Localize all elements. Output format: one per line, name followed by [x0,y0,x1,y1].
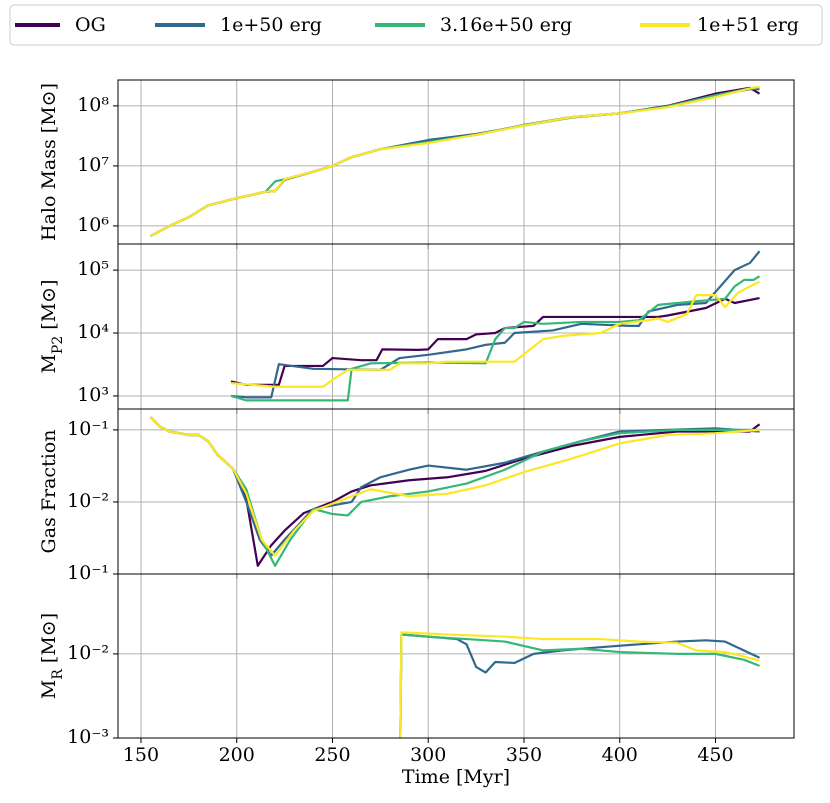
x-tick-label: 350 [506,744,542,766]
series-line [149,416,760,557]
series-line [150,86,761,237]
y-axis-label-part: Halo Mass [M⊙] [38,83,60,241]
y-axis-label-part: M [38,354,60,373]
axes-frame [117,79,795,245]
y-tick-label: 10⁻¹ [67,562,109,584]
x-tick-label: 450 [697,744,733,766]
y-axis-label-part: M [38,680,60,699]
series-line [230,250,761,399]
plot-area [230,250,761,402]
legend-label: OG [75,14,106,36]
series-line [230,275,761,402]
x-tick-label: 200 [219,744,255,766]
legend-label: 3.16e+50 erg [440,14,572,36]
y-tick-label: 10⁻² [67,642,109,664]
y-axis-label-part: [M⊙] [38,613,60,669]
y-axis-label-part: R [50,669,66,680]
y-tick-label: 10⁻³ [67,726,109,748]
legend-label: 1e+50 erg [220,14,322,36]
series-line [399,633,760,738]
y-tick-label: 10⁻² [67,490,109,512]
y-axis-label-part: [M⊙] [38,279,60,335]
y-tick-label: 10⁻¹ [67,418,109,440]
series-line [230,280,761,388]
y-axis-label-part: Gas Fraction [38,430,60,554]
y-axis-label: Halo Mass [M⊙] [38,83,60,241]
plot-area [399,631,760,738]
y-tick-label: 10⁵ [77,258,109,280]
y-axis-label: MR [M⊙] [38,613,66,699]
series-line [150,86,760,237]
legend-label: 1e+51 erg [697,14,799,36]
y-axis-label: Gas Fraction [38,430,60,554]
y-tick-label: 10⁶ [77,214,109,236]
series-line [399,631,760,738]
x-tick-label: 300 [410,744,446,766]
x-tick-label: 250 [314,744,350,766]
y-tick-label: 10³ [77,384,109,406]
plot-area [150,85,761,237]
axes-frame [117,573,795,739]
x-tick-label: 150 [123,744,159,766]
series-line [230,296,760,386]
axes-frame [117,243,795,410]
y-tick-label: 10⁷ [77,154,109,176]
plot-area [149,416,761,567]
y-axis-label: MP2 [M⊙] [38,279,66,373]
y-tick-label: 10⁸ [77,94,109,116]
y-axis-label-part: P2 [50,336,66,354]
x-axis-label: Time [Myr] [402,766,510,788]
y-tick-label: 10⁴ [77,321,109,343]
series-line [150,85,760,237]
series-line [150,88,760,237]
x-tick-label: 400 [602,744,638,766]
